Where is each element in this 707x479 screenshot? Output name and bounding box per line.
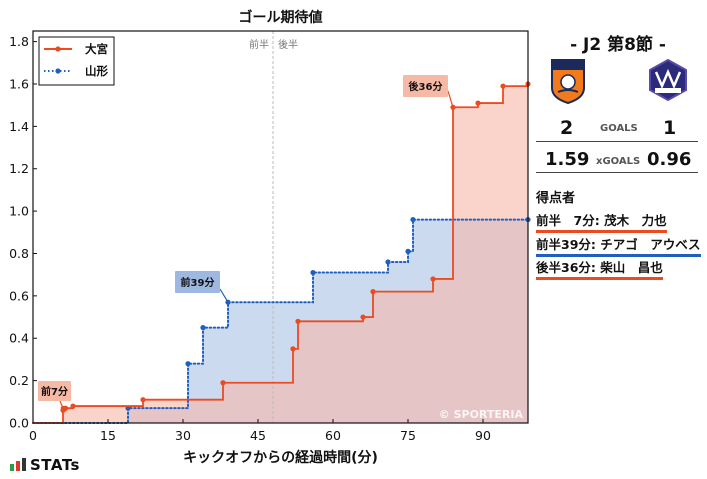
match-title: - J2 第8節 - [570, 35, 666, 55]
annotation-box [38, 381, 71, 401]
match-panel: - J2 第8節 - 2 GOALS 1 1.59 xGOALS 0.96 得点… [532, 0, 704, 479]
x-tick-label: 30 [175, 428, 191, 443]
y-tick-label: 0.0 [9, 416, 29, 431]
omiya-crest-icon [551, 59, 585, 104]
stats-logo: STATs [10, 456, 80, 474]
chart-title: ゴール期待値 [239, 9, 323, 26]
data-point [500, 83, 506, 89]
y-tick-label: 0.4 [9, 331, 29, 346]
data-point [430, 276, 436, 282]
series-area [33, 83, 528, 424]
plot-frame [32, 30, 529, 424]
legend-label: 山形 [85, 64, 108, 78]
annotation-label: 前7分 [41, 385, 68, 398]
annotation-pointer-end [225, 299, 231, 305]
bar-chart-icon [10, 458, 26, 471]
y-tick-label: 1.2 [9, 161, 29, 176]
home-xg: 1.59 [545, 149, 590, 170]
data-point [140, 397, 146, 403]
x-tick-label: 60 [325, 428, 341, 443]
data-point [310, 269, 316, 276]
y-tick-label: 0.8 [9, 246, 29, 261]
data-point [295, 318, 301, 324]
scorer-player: 茂木 力也 [604, 213, 667, 228]
scorer-row: 前半39分: チアゴ アウベス [536, 234, 701, 257]
y-tick-label: 0.2 [9, 373, 29, 388]
away-xg: 0.96 [647, 149, 692, 170]
data-point [410, 216, 416, 223]
divider [536, 172, 698, 173]
yamagata-crest-icon [649, 58, 687, 102]
watermark: © SPORTERIA [439, 408, 524, 421]
divider [536, 141, 698, 142]
y-tick-label: 1.0 [9, 204, 29, 219]
y-tick-label: 0.6 [9, 288, 29, 303]
legend-marker [55, 46, 61, 52]
logo-text: STATs [30, 456, 80, 474]
legend-box [38, 36, 115, 86]
y-tick-label: 1.4 [9, 119, 29, 134]
x-tick-label: 45 [250, 428, 266, 443]
data-point [200, 325, 206, 331]
scorer-player: 柴山 昌也 [600, 260, 663, 275]
annotation-label: 前39分 [181, 276, 215, 289]
data-point [475, 100, 481, 106]
annotation-box [403, 75, 448, 97]
scorer-player: チアゴ アウベス [600, 237, 701, 252]
y-tick-label: 1.6 [9, 76, 29, 91]
xg-label: xGOALS [596, 156, 641, 167]
legend-marker [55, 68, 61, 74]
scorers-title: 得点者 [536, 191, 576, 206]
halftime-label-second: 後半 [278, 38, 298, 51]
data-point [370, 289, 376, 295]
annotation-label: 後36分 [409, 80, 443, 93]
scorer-row: 後半36分: 柴山 昌也 [536, 257, 663, 280]
x-tick-label: 75 [400, 428, 416, 443]
annotation-pointer-end [60, 405, 66, 411]
data-point [70, 403, 76, 409]
goals-label: GOALS [600, 123, 638, 134]
data-point [220, 380, 226, 386]
y-tick-label: 1.8 [9, 34, 29, 49]
scorer-time: 前半39分: [536, 237, 596, 252]
annotation-pointer [219, 288, 229, 303]
annotation-pointer-end [450, 104, 456, 110]
x-tick-label: 15 [100, 428, 116, 443]
halftime-label-first: 前半 [249, 38, 269, 51]
data-point [185, 361, 191, 367]
x-axis-label: キックオフからの経過時間(分) [183, 449, 378, 466]
data-point [290, 346, 296, 352]
scorer-row: 前半 7分: 茂木 力也 [536, 210, 667, 233]
x-tick-label: 0 [29, 428, 37, 443]
annotation-box [175, 271, 220, 293]
scorer-time: 前半 7分: [536, 213, 600, 228]
data-point [360, 314, 366, 320]
scorer-time: 後半36分: [536, 260, 596, 275]
data-point [385, 259, 391, 265]
annotation-pointer [447, 90, 454, 108]
away-score: 1 [663, 117, 677, 139]
home-score: 2 [560, 117, 574, 139]
data-point [405, 248, 411, 254]
x-tick-label: 90 [475, 428, 491, 443]
legend-label: 大宮 [85, 42, 108, 56]
